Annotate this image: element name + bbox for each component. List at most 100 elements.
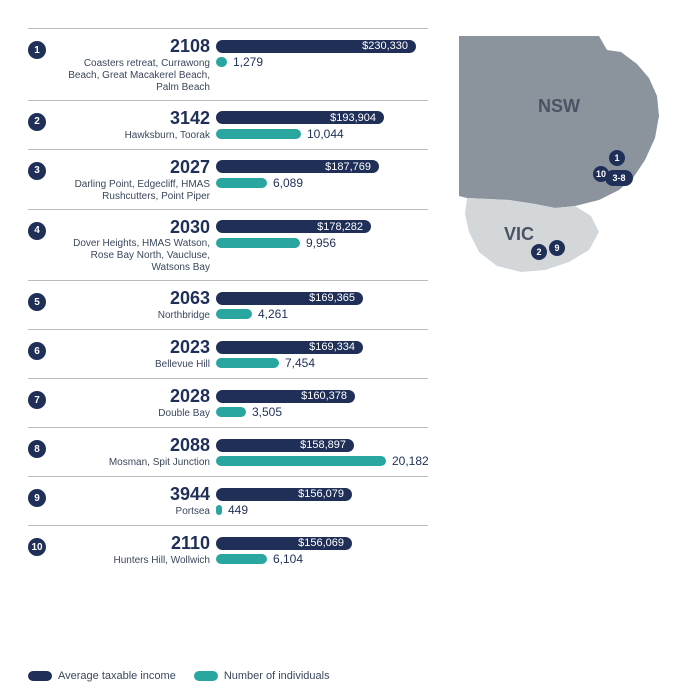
income-bar: $169,365 — [216, 292, 363, 305]
postcode: 2023 — [56, 338, 210, 358]
individuals-value: 449 — [228, 503, 248, 517]
swatch-individuals — [194, 671, 218, 681]
income-value: $193,904 — [330, 112, 376, 124]
row-labels: 3944 Portsea — [56, 485, 216, 518]
row-labels: 2088 Mosman, Spit Junction — [56, 436, 216, 469]
legend-item-income: Average taxable income — [28, 670, 176, 682]
income-bar: $156,079 — [216, 488, 352, 501]
individuals-bar-track: 10,044 — [216, 127, 428, 141]
individuals-bar — [216, 238, 300, 248]
individuals-value: 9,956 — [306, 236, 336, 250]
vic-label: VIC — [504, 224, 534, 244]
individuals-value: 4,261 — [258, 307, 288, 321]
suburbs: Bellevue Hill — [56, 359, 210, 371]
chart-row: 10 2110 Hunters Hill, Wollwich $156,069 … — [28, 525, 428, 574]
postcode: 2108 — [56, 37, 210, 57]
income-bar-track: $169,365 — [216, 291, 428, 305]
income-value: $158,897 — [300, 439, 346, 451]
income-value: $169,334 — [309, 341, 355, 353]
income-bar-track: $178,282 — [216, 220, 428, 234]
individuals-bar — [216, 309, 252, 319]
postcode: 2030 — [56, 218, 210, 238]
chart-row: 2 3142 Hawksburn, Toorak $193,904 10,044 — [28, 100, 428, 149]
row-bars: $169,365 4,261 — [216, 289, 428, 323]
svg-text:3-8: 3-8 — [612, 173, 625, 183]
individuals-bar — [216, 178, 267, 188]
individuals-value: 6,104 — [273, 552, 303, 566]
swatch-income — [28, 671, 52, 681]
chart-row: 6 2023 Bellevue Hill $169,334 7,454 — [28, 329, 428, 378]
rank-badge: 4 — [28, 222, 46, 240]
map: NSW VIC 1103-829 — [449, 26, 669, 286]
individuals-bar — [216, 505, 222, 515]
individuals-bar-track: 7,454 — [216, 356, 428, 370]
income-bar-track: $160,378 — [216, 389, 428, 403]
postcode: 3944 — [56, 485, 210, 505]
chart-row: 7 2028 Double Bay $160,378 3,505 — [28, 378, 428, 427]
individuals-bar — [216, 358, 279, 368]
postcode: 2027 — [56, 158, 210, 178]
individuals-bar-track: 9,956 — [216, 236, 428, 250]
individuals-bar — [216, 554, 267, 564]
income-value: $160,378 — [301, 390, 347, 402]
income-value: $156,069 — [298, 537, 344, 549]
rank-badge: 10 — [28, 538, 46, 556]
row-labels: 2110 Hunters Hill, Wollwich — [56, 534, 216, 567]
income-bar: $169,334 — [216, 341, 363, 354]
suburbs: Hunters Hill, Wollwich — [56, 555, 210, 567]
suburbs: Mosman, Spit Junction — [56, 457, 210, 469]
individuals-bar — [216, 456, 386, 466]
rank-badge: 1 — [28, 41, 46, 59]
individuals-bar-track: 20,182 — [216, 454, 429, 468]
row-bars: $160,378 3,505 — [216, 387, 428, 421]
row-bars: $158,897 20,182 — [216, 436, 429, 470]
postcode: 2088 — [56, 436, 210, 456]
individuals-value: 20,182 — [392, 454, 429, 468]
income-bar: $156,069 — [216, 537, 352, 550]
legend-label-income: Average taxable income — [58, 670, 176, 682]
row-labels: 2028 Double Bay — [56, 387, 216, 420]
income-bar-track: $158,897 — [216, 438, 429, 452]
chart-row: 1 2108 Coasters retreat, Currawong Beach… — [28, 28, 428, 100]
income-bar: $158,897 — [216, 439, 354, 452]
income-bar-track: $187,769 — [216, 160, 428, 174]
svg-text:9: 9 — [554, 243, 559, 253]
chart-row: 8 2088 Mosman, Spit Junction $158,897 20… — [28, 427, 428, 476]
row-labels: 2108 Coasters retreat, Currawong Beach, … — [56, 37, 216, 94]
individuals-value: 7,454 — [285, 356, 315, 370]
individuals-bar — [216, 407, 246, 417]
income-value: $169,365 — [309, 292, 355, 304]
postcode: 2028 — [56, 387, 210, 407]
income-bar: $187,769 — [216, 160, 379, 173]
individuals-value: 1,279 — [233, 55, 263, 69]
suburbs: Dover Heights, HMAS Watson, Rose Bay Nor… — [56, 238, 210, 274]
income-bar-track: $156,069 — [216, 536, 428, 550]
map-marker: 9 — [549, 240, 565, 256]
rank-badge: 3 — [28, 162, 46, 180]
income-value: $187,769 — [325, 161, 371, 173]
individuals-bar-track: 1,279 — [216, 55, 428, 69]
suburbs: Double Bay — [56, 408, 210, 420]
income-bar-track: $230,330 — [216, 39, 428, 53]
income-value: $178,282 — [317, 221, 363, 233]
map-marker: 1 — [609, 150, 625, 166]
row-labels: 2023 Bellevue Hill — [56, 338, 216, 371]
income-bar: $160,378 — [216, 390, 355, 403]
suburbs: Darling Point, Edgecliff, HMAS Rushcutte… — [56, 179, 210, 203]
suburbs: Hawksburn, Toorak — [56, 130, 210, 142]
chart-row: 4 2030 Dover Heights, HMAS Watson, Rose … — [28, 209, 428, 281]
row-bars: $169,334 7,454 — [216, 338, 428, 372]
individuals-value: 3,505 — [252, 405, 282, 419]
svg-text:2: 2 — [536, 247, 541, 257]
row-bars: $156,079 449 — [216, 485, 428, 519]
chart-row: 9 3944 Portsea $156,079 449 — [28, 476, 428, 525]
row-labels: 3142 Hawksburn, Toorak — [56, 109, 216, 142]
svg-text:10: 10 — [596, 169, 606, 179]
chart-row: 3 2027 Darling Point, Edgecliff, HMAS Ru… — [28, 149, 428, 209]
postcode: 3142 — [56, 109, 210, 129]
suburbs: Coasters retreat, Currawong Beach, Great… — [56, 58, 210, 94]
rank-badge: 7 — [28, 391, 46, 409]
income-value: $230,330 — [362, 40, 408, 52]
rank-badge: 8 — [28, 440, 46, 458]
suburbs: Portsea — [56, 506, 210, 518]
